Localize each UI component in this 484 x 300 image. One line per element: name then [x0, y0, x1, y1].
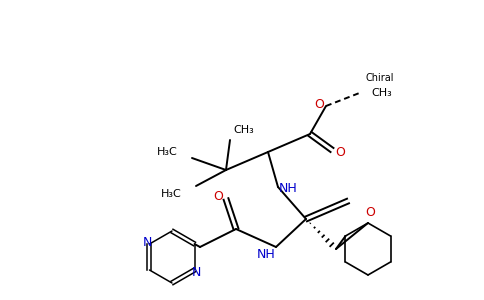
- Text: H₃C: H₃C: [157, 147, 178, 157]
- Text: O: O: [213, 190, 223, 203]
- Text: O: O: [314, 98, 324, 112]
- Text: CH₃: CH₃: [372, 88, 393, 98]
- Text: NH: NH: [279, 182, 297, 196]
- Text: N: N: [143, 236, 152, 250]
- Text: N: N: [192, 266, 201, 278]
- Text: Chiral: Chiral: [366, 73, 394, 83]
- Text: O: O: [365, 206, 375, 220]
- Text: CH₃: CH₃: [234, 125, 255, 135]
- Text: H₃C: H₃C: [161, 189, 182, 199]
- Text: NH: NH: [257, 248, 275, 262]
- Text: O: O: [335, 146, 345, 158]
